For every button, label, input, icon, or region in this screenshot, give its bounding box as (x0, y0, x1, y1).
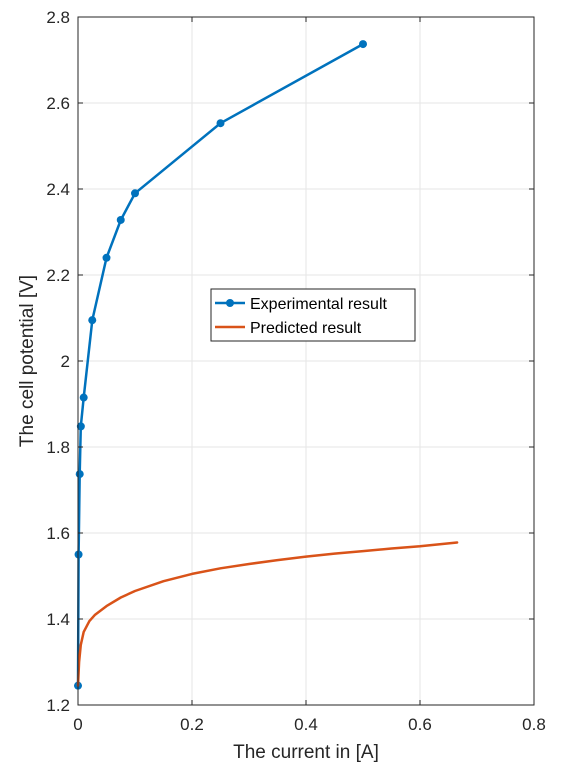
x-tick-label: 0.2 (180, 715, 204, 734)
x-tick-label: 0.4 (294, 715, 318, 734)
x-tick-label: 0 (73, 715, 82, 734)
y-tick-label: 2.2 (46, 266, 70, 285)
legend-box (210, 288, 416, 342)
data-point-experimental-result (359, 40, 367, 49)
y-tick-label: 1.8 (46, 438, 70, 457)
x-tick-label: 0.8 (522, 715, 546, 734)
x-axis-label: The current in [A] (233, 742, 379, 763)
legend: Experimental result Predicted result (210, 288, 416, 342)
data-point-experimental-result (79, 393, 88, 402)
axis-ticks: 0 0.2 0.4 0.6 0.8 1.2 1.4 1.6 1.8 2 2.2 2.4 2.6 2.8 (46, 8, 545, 734)
legend-marker-experimental (226, 299, 234, 307)
data-point-experimental-result (216, 119, 225, 128)
series-line-predicted-result (76, 541, 459, 687)
y-tick-label: 2.4 (46, 180, 70, 199)
y-tick-label: 2.8 (46, 8, 70, 27)
grid-lines (77, 16, 535, 706)
y-tick-label: 1.2 (46, 696, 70, 715)
series-layer (74, 40, 459, 690)
data-point-experimental-result (102, 253, 111, 262)
data-point-experimental-result (88, 316, 97, 325)
y-tick-label: 1.4 (46, 610, 70, 629)
data-point-experimental-result (131, 189, 139, 198)
data-point-experimental-result (75, 470, 84, 479)
y-tick-label: 2.6 (46, 94, 70, 113)
x-tick-label: 0.6 (408, 715, 432, 734)
legend-label-experimental: Experimental result (250, 296, 388, 313)
y-tick-label: 2 (61, 352, 70, 371)
data-point-experimental-result (76, 422, 85, 431)
data-point-experimental-result (74, 550, 83, 559)
data-point-experimental-result (116, 215, 125, 224)
y-axis-label: The cell potential [V] (17, 275, 38, 447)
y-tick-label: 1.6 (46, 524, 70, 543)
legend-label-predicted: Predicted result (250, 320, 362, 337)
